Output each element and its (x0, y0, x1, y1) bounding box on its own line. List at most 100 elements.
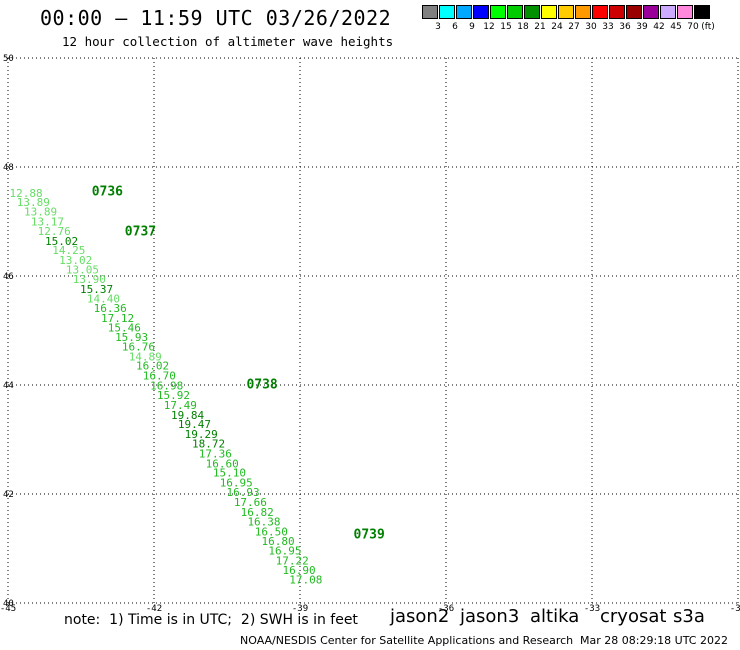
color-scale-tick-label: 21 (534, 22, 546, 32)
color-scale-swatch (558, 5, 574, 19)
swh-value-label: 14.89 (129, 350, 162, 363)
swh-value-label: 15.92 (157, 389, 190, 402)
swh-value-label: 16.38 (247, 516, 280, 529)
swh-value-label: 15.37 (80, 283, 113, 296)
swh-value-label: 16.60 (206, 457, 239, 470)
color-scale-tick-label: 6 (452, 22, 458, 32)
swh-value-label: 17.36 (199, 447, 232, 460)
color-scale-swatch (473, 5, 489, 19)
color-scale-tick-label: 36 (619, 22, 631, 32)
color-scale-swatch (575, 5, 591, 19)
y-tick-label: 42 (3, 490, 14, 500)
chart-title: 00:00 — 11:59 UTC 03/26/2022 (40, 6, 392, 30)
swh-value-label: 14.25 (52, 244, 85, 257)
color-scale-tick-label: 27 (568, 22, 580, 32)
swh-value-label: 13.02 (59, 254, 92, 267)
mission-cryosat: cryosat (600, 606, 667, 627)
color-scale-swatch (507, 5, 523, 19)
generated-timestamp: Mar 28 08:29:18 UTC 2022 (580, 634, 728, 647)
color-scale-swatch (422, 5, 438, 19)
swh-value-label: 13.89 (17, 196, 50, 209)
footnote: note: 1) Time is in UTC; 2) SWH is in fe… (64, 612, 358, 628)
mission-jason3: jason3 (460, 606, 520, 627)
swh-value-label: 18.72 (192, 438, 225, 451)
y-tick-label: 46 (3, 272, 14, 282)
color-scale-swatch (592, 5, 608, 19)
color-scale-tick-label: 33 (602, 22, 614, 32)
pass-time-labels: 0736 0737 0738 0739 (92, 184, 385, 542)
swh-value-label: 19.29 (185, 428, 218, 441)
y-tick-label: 40 (3, 599, 14, 609)
swh-value-label: 13.89 (24, 206, 57, 219)
color-scale-swatch (694, 5, 710, 19)
swh-value-label: 16.70 (143, 370, 176, 383)
mission-jason2: jason2 (390, 606, 450, 627)
y-tick-label: 44 (3, 381, 14, 391)
color-scale-swatch (626, 5, 642, 19)
swh-value-label: 17.08 (289, 573, 322, 586)
color-scale-swatch (677, 5, 693, 19)
swh-value-label: 15.10 (213, 467, 246, 480)
color-scale-tick-label: 15 (500, 22, 512, 32)
color-scale-tick-label: 12 (483, 22, 495, 32)
credit-line: NOAA/NESDIS Center for Satellite Applica… (240, 634, 574, 647)
color-scale-tick-label: 24 (551, 22, 563, 32)
map-grid (7, 57, 739, 604)
pass-time-label: 0737 (125, 225, 156, 240)
swh-value-label: 19.84 (171, 409, 204, 422)
swh-value-label: 16.76 (122, 341, 155, 354)
swh-value-label: 15.46 (108, 322, 141, 335)
color-scale-tick-label: 42 (653, 22, 665, 32)
color-scale-swatch (490, 5, 506, 19)
color-scale-unit: (ft) (701, 22, 715, 32)
swh-value-label: 13.05 (66, 263, 99, 276)
color-scale-tick-label: 70 (687, 22, 699, 32)
swh-value-label: 17.12 (101, 312, 134, 325)
y-tick-label: 50 (3, 54, 14, 64)
color-scale-swatch (524, 5, 540, 19)
x-tick-label: -36 (438, 604, 454, 614)
color-scale-swatch (660, 5, 676, 19)
color-scale-tick-label: 39 (636, 22, 648, 32)
color-scale-swatch (439, 5, 455, 19)
swh-value-label: 16.82 (241, 506, 274, 519)
swh-value-label: 16.02 (136, 360, 169, 373)
swh-value-label: 17.66 (234, 496, 267, 509)
swh-observations: 12.8813.8913.8913.1712.7615.0214.2513.02… (9, 187, 322, 586)
swh-value-label: 14.40 (87, 293, 120, 306)
swh-value-label: 12.88 (9, 187, 42, 200)
x-tick-label: -30 (730, 604, 740, 614)
pass-time-label: 0738 (246, 377, 277, 392)
chart-subtitle: 12 hour collection of altimeter wave hei… (62, 34, 394, 49)
swh-value-label: 12.76 (38, 225, 71, 238)
swh-value-label: 16.98 (150, 379, 183, 392)
swh-value-label: 17.22 (276, 554, 309, 567)
x-tick-label: -33 (584, 604, 600, 614)
x-tick-label: -39 (292, 604, 308, 614)
swh-value-label: 15.93 (115, 331, 148, 344)
swh-value-label: 16.95 (220, 476, 253, 489)
y-tick-label: 48 (3, 163, 14, 173)
color-scale-swatch (456, 5, 472, 19)
swh-value-label: 13.90 (73, 273, 106, 286)
color-scale-tick-label: 45 (670, 22, 682, 32)
swh-value-label: 13.17 (31, 215, 64, 228)
color-scale-tick-label: 30 (585, 22, 597, 32)
swh-value-label: 16.95 (268, 544, 301, 557)
pass-time-label: 0739 (354, 528, 385, 543)
color-scale-tick-label: 3 (435, 22, 441, 32)
swh-value-label: 15.02 (45, 235, 78, 248)
pass-time-label: 0736 (92, 184, 123, 199)
swh-value-label: 16.90 (282, 564, 315, 577)
color-scale-swatch (609, 5, 625, 19)
x-tick-label: -45 (0, 604, 16, 614)
swh-value-label: 16.36 (94, 302, 127, 315)
mission-s3a: s3a (673, 606, 705, 627)
swh-value-label: 17.49 (164, 399, 197, 412)
swh-value-label: 16.93 (227, 486, 260, 499)
map-axes: -45 -42 -39 -36 -33 -30 40 42 44 46 48 50 (0, 54, 740, 614)
mission-altika: altika (530, 606, 580, 627)
swh-value-label: 16.50 (255, 525, 288, 538)
x-tick-label: -42 (146, 604, 162, 614)
